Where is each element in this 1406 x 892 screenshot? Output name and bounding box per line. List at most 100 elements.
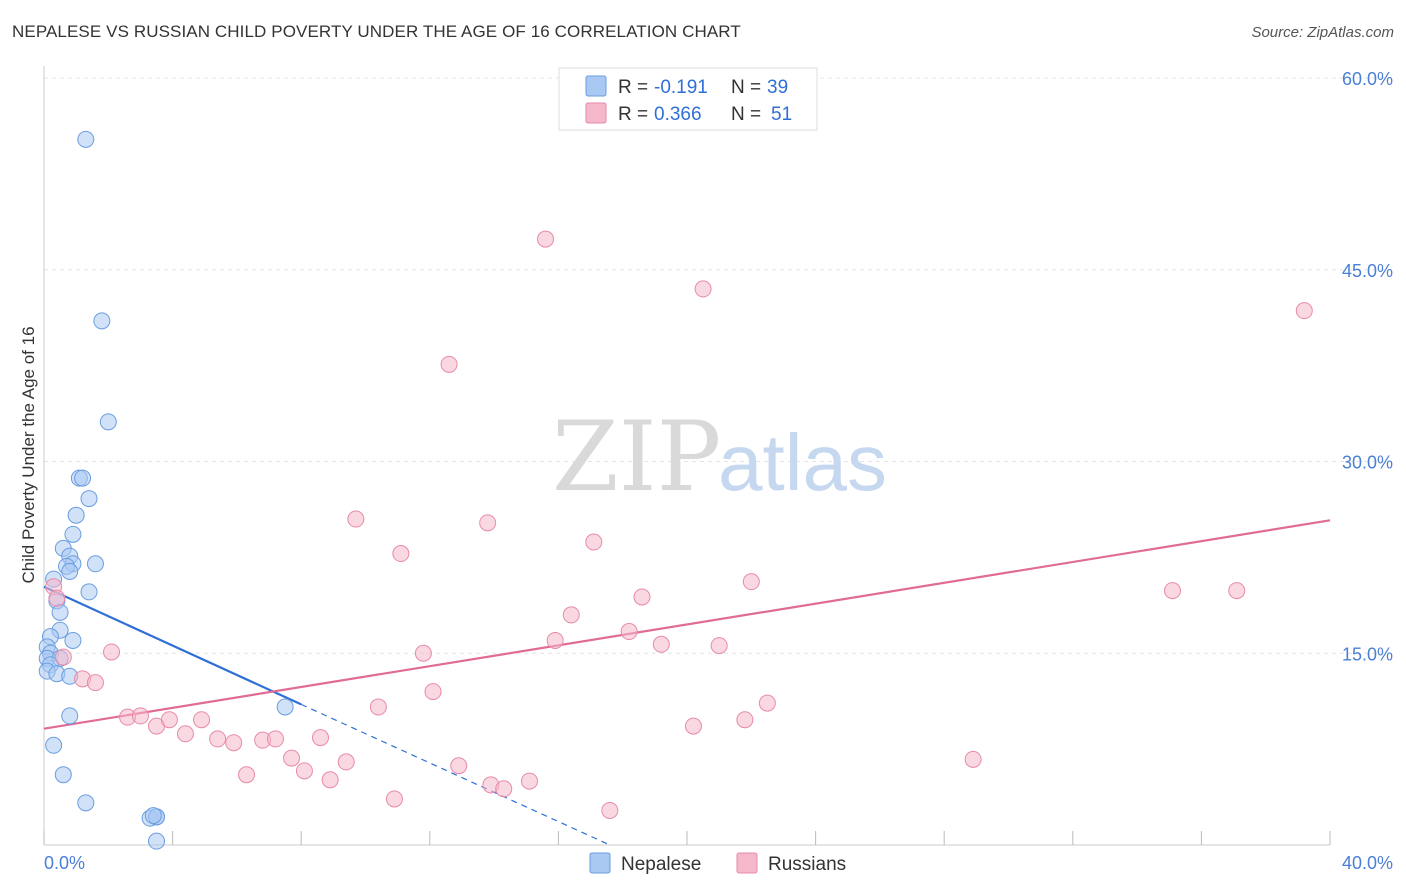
point-russians-16	[266, 730, 284, 748]
bottom-legend-swatch-russians	[736, 852, 758, 874]
source-label: Source: ZipAtlas.com	[1251, 24, 1394, 41]
point-russians-48	[964, 750, 982, 768]
point-russians-7	[131, 707, 149, 725]
point-nepalese-6	[67, 506, 85, 524]
legend-r-value-1: -0.191	[654, 77, 708, 98]
point-nepalese-1	[93, 312, 111, 330]
trend-lines	[43, 519, 1331, 846]
point-nepalese-31	[54, 766, 72, 784]
point-nepalese-36	[144, 807, 162, 825]
point-nepalese-2	[99, 413, 117, 431]
y-tick-label-2: 45.0%	[1342, 261, 1393, 281]
data-points	[38, 130, 1313, 850]
point-russians-51	[1295, 302, 1313, 320]
point-russians-21	[337, 753, 355, 771]
trendline-nepalese	[43, 585, 302, 706]
point-russians-17	[283, 749, 301, 767]
point-russians-47	[758, 694, 776, 712]
legend-r-value-2: 0.366	[654, 104, 702, 125]
point-russians-5	[86, 674, 104, 692]
point-russians-23	[369, 698, 387, 716]
point-nepalese-30	[45, 736, 63, 754]
y-tick-label-0: 15.0%	[1342, 644, 1393, 664]
point-nepalese-7	[64, 525, 82, 543]
point-russians-43	[694, 280, 712, 298]
y-tick-label-3: 60.0%	[1342, 69, 1393, 89]
bottom-legend-swatch-nepalese	[589, 852, 611, 874]
point-russians-30	[479, 514, 497, 532]
point-russians-12	[209, 730, 227, 748]
point-nepalese-38	[148, 832, 166, 850]
point-russians-14	[238, 766, 256, 784]
watermark-atlas: atlas	[718, 418, 887, 507]
point-russians-2	[54, 648, 72, 666]
point-russians-45	[736, 711, 754, 729]
point-russians-46	[742, 573, 760, 591]
point-russians-39	[620, 623, 638, 641]
point-russians-10	[176, 725, 194, 743]
point-russians-18	[295, 762, 313, 780]
point-nepalese-32	[77, 794, 95, 812]
legend-n-value-1: 39	[767, 77, 788, 98]
bottom-legend-label-russians: Russians	[768, 854, 846, 875]
point-russians-26	[414, 644, 432, 662]
x-tick-label-max: 40.0%	[1342, 853, 1393, 873]
legend-r-label-2: R =	[618, 104, 648, 125]
legend-n-label-1: N =	[731, 77, 761, 98]
point-russians-34	[537, 230, 555, 248]
point-russians-33	[520, 772, 538, 790]
point-russians-32	[495, 780, 513, 798]
point-russians-20	[321, 771, 339, 789]
point-russians-40	[633, 588, 651, 606]
point-russians-11	[193, 711, 211, 729]
point-russians-35	[546, 631, 564, 649]
point-nepalese-13	[61, 562, 79, 580]
y-tick-label-1: 30.0%	[1342, 453, 1393, 473]
point-russians-13	[225, 734, 243, 752]
axes	[43, 66, 1331, 846]
legend-r-label-1: R =	[618, 77, 648, 98]
tick-labels: 15.0% 30.0% 45.0% 60.0% 0.0% 40.0%	[44, 69, 1393, 873]
point-russians-29	[450, 757, 468, 775]
point-russians-25	[392, 545, 410, 563]
point-russians-22	[347, 510, 365, 528]
point-russians-49	[1163, 582, 1181, 600]
point-nepalese-20	[64, 631, 82, 649]
point-nepalese-29	[61, 707, 79, 725]
point-nepalese-5	[80, 490, 98, 508]
x-tick-label-min: 0.0%	[44, 853, 85, 873]
point-russians-24	[385, 790, 403, 808]
grid-lines	[44, 77, 1395, 654]
trendline-extension-nepalese	[300, 703, 611, 846]
point-nepalese-37	[276, 698, 294, 716]
point-russians-44	[710, 637, 728, 655]
point-russians-19	[311, 729, 329, 747]
point-russians-1	[48, 589, 66, 607]
legend-box: R = -0.191 N = 39 R = 0.366 N = 51	[558, 67, 818, 131]
legend-n-label-2: N =	[731, 104, 761, 125]
watermark-zip: ZIP	[552, 401, 721, 513]
trendline-russians	[43, 519, 1331, 730]
chart-title: NEPALESE VS RUSSIAN CHILD POVERTY UNDER …	[12, 22, 741, 41]
point-russians-50	[1228, 582, 1246, 600]
point-russians-38	[601, 801, 619, 819]
point-russians-3	[103, 643, 121, 661]
legend-n-value-2: 51	[771, 104, 792, 125]
bottom-legend: Nepalese Russians	[589, 852, 846, 875]
legend-swatch-russians	[585, 102, 607, 124]
point-russians-9	[160, 711, 178, 729]
point-nepalese-17	[51, 603, 69, 621]
point-nepalese-0	[77, 130, 95, 148]
point-russians-42	[684, 717, 702, 735]
point-russians-41	[652, 635, 670, 653]
point-russians-28	[440, 355, 458, 373]
point-russians-27	[424, 683, 442, 701]
point-russians-37	[585, 533, 603, 551]
bottom-legend-label-nepalese: Nepalese	[621, 854, 701, 875]
y-axis-label: Child Poverty Under the Age of 16	[19, 326, 38, 583]
legend-swatch-nepalese	[585, 75, 607, 97]
point-russians-36	[562, 606, 580, 624]
point-nepalese-11	[86, 555, 104, 573]
point-nepalese-4	[74, 469, 92, 487]
